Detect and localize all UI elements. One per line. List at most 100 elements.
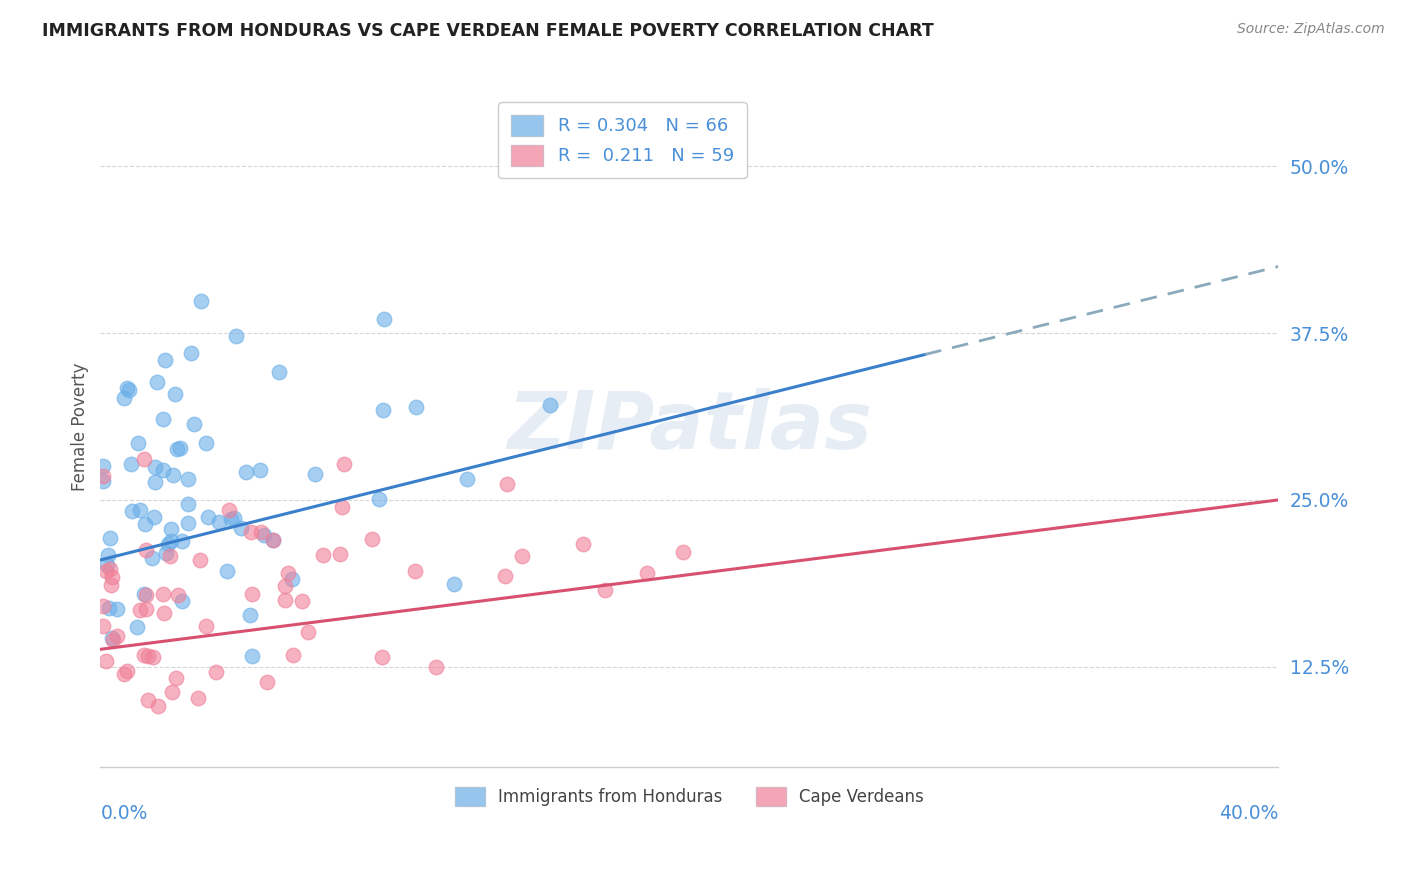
Point: [91, 458, 114, 473]
Point: [101, 633, 124, 648]
Point: [538, 398, 561, 412]
Point: [593, 582, 616, 597]
Point: [132, 587, 155, 601]
Point: [188, 552, 211, 566]
Point: [229, 521, 252, 535]
Point: [373, 311, 395, 326]
Point: [332, 500, 354, 514]
Point: [100, 570, 122, 584]
Point: [105, 602, 128, 616]
Point: [249, 463, 271, 477]
Point: [240, 648, 263, 663]
Point: [371, 402, 394, 417]
Point: [281, 648, 304, 663]
Point: [117, 383, 139, 397]
Point: [250, 524, 273, 539]
Point: [98, 601, 121, 615]
Point: [129, 503, 152, 517]
Point: [134, 516, 156, 531]
Point: [115, 664, 138, 678]
Point: [195, 619, 218, 633]
Point: [91, 474, 114, 488]
Point: [129, 603, 152, 617]
Point: [170, 593, 193, 607]
Point: [297, 625, 319, 640]
Point: [160, 523, 183, 537]
Point: [274, 579, 297, 593]
Point: [281, 572, 304, 586]
Point: [91, 619, 114, 633]
Point: [135, 588, 157, 602]
Point: [136, 649, 159, 664]
Y-axis label: Female Poverty: Female Poverty: [72, 362, 89, 491]
Point: [571, 537, 593, 551]
Point: [127, 436, 149, 450]
Text: IMMIGRANTS FROM HONDURAS VS CAPE VERDEAN FEMALE POVERTY CORRELATION CHART: IMMIGRANTS FROM HONDURAS VS CAPE VERDEAN…: [42, 22, 934, 40]
Point: [143, 459, 166, 474]
Point: [94, 565, 117, 579]
Point: [127, 620, 149, 634]
Point: [239, 524, 262, 539]
Point: [425, 660, 447, 674]
Legend: Immigrants from Honduras, Cape Verdeans: Immigrants from Honduras, Cape Verdeans: [441, 773, 938, 820]
Point: [146, 698, 169, 713]
Point: [312, 548, 335, 562]
Point: [190, 293, 212, 308]
Point: [636, 566, 658, 580]
Point: [153, 352, 176, 367]
Point: [262, 533, 284, 547]
Point: [157, 537, 180, 551]
Point: [215, 564, 238, 578]
Point: [253, 528, 276, 542]
Point: [135, 602, 157, 616]
Point: [165, 671, 187, 685]
Point: [267, 365, 290, 379]
Point: [112, 391, 135, 405]
Point: [405, 564, 427, 578]
Point: [239, 608, 262, 623]
Point: [443, 576, 465, 591]
Point: [208, 515, 231, 529]
Point: [155, 546, 177, 560]
Point: [304, 467, 326, 481]
Point: [224, 511, 246, 525]
Point: [143, 509, 166, 524]
Point: [159, 549, 181, 564]
Point: [169, 442, 191, 456]
Point: [166, 442, 188, 456]
Point: [360, 532, 382, 546]
Point: [152, 463, 174, 477]
Point: [162, 468, 184, 483]
Text: 40.0%: 40.0%: [1219, 804, 1278, 823]
Point: [274, 592, 297, 607]
Point: [172, 534, 194, 549]
Point: [225, 328, 247, 343]
Point: [141, 551, 163, 566]
Point: [105, 629, 128, 643]
Point: [195, 436, 218, 450]
Point: [153, 606, 176, 620]
Point: [160, 533, 183, 548]
Point: [91, 469, 114, 483]
Text: 0.0%: 0.0%: [100, 804, 148, 823]
Point: [98, 562, 121, 576]
Point: [405, 401, 427, 415]
Point: [262, 533, 284, 547]
Point: [235, 465, 257, 479]
Point: [197, 509, 219, 524]
Point: [98, 531, 121, 545]
Point: [368, 491, 391, 506]
Text: ZIPatlas: ZIPatlas: [508, 387, 872, 466]
Point: [100, 578, 122, 592]
Point: [160, 685, 183, 699]
Point: [177, 497, 200, 511]
Point: [97, 548, 120, 562]
Point: [120, 458, 142, 472]
Point: [219, 512, 242, 526]
Point: [256, 675, 278, 690]
Point: [176, 516, 198, 530]
Point: [456, 472, 478, 486]
Point: [100, 631, 122, 645]
Point: [135, 543, 157, 558]
Point: [187, 691, 209, 706]
